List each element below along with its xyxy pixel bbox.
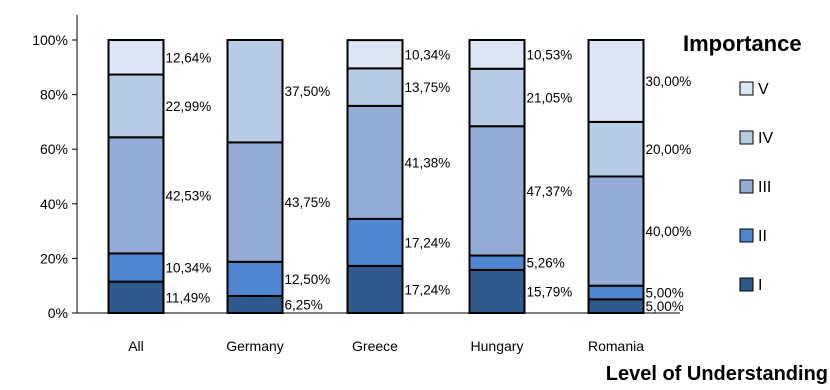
x-tick-label: Hungary bbox=[471, 338, 524, 354]
bar-segment-germany-ii bbox=[226, 260, 284, 297]
legend-label: II bbox=[758, 228, 767, 245]
bars bbox=[107, 39, 645, 315]
bar-segment-all-v bbox=[107, 39, 165, 76]
data-label: 10,34% bbox=[405, 47, 451, 62]
bar-segment-hungary-iii bbox=[468, 125, 526, 257]
data-label: 5,00% bbox=[646, 299, 684, 314]
bar-segment-hungary-v bbox=[468, 39, 526, 70]
data-label: 21,05% bbox=[527, 90, 573, 105]
data-label: 30,00% bbox=[646, 74, 692, 89]
bar-segment-greece-v bbox=[346, 39, 404, 70]
bar-segment-greece-ii bbox=[346, 217, 404, 267]
data-label: 12,50% bbox=[285, 272, 331, 287]
data-label: 37,50% bbox=[285, 84, 331, 99]
bar-segment-hungary-i bbox=[468, 268, 526, 315]
bar-segment-hungary-ii bbox=[468, 254, 526, 271]
y-tick-label: 60% bbox=[40, 141, 68, 157]
bar-segment-germany-i bbox=[226, 294, 284, 314]
y-tick-label: 20% bbox=[40, 250, 68, 266]
bar-segment-all-ii bbox=[107, 252, 165, 283]
bar-segment-greece-i bbox=[346, 264, 404, 315]
y-tick-label: 40% bbox=[40, 196, 68, 212]
axes: 0% 20% 40% 60% 80% 100% bbox=[32, 15, 680, 321]
bar-segment-romania-iv bbox=[587, 120, 645, 178]
legend-swatch bbox=[739, 228, 754, 243]
data-label: 17,24% bbox=[405, 235, 451, 250]
data-label: 41,38% bbox=[405, 155, 451, 170]
bar-segment-all-iii bbox=[107, 136, 165, 255]
bar-segment-germany-iv bbox=[226, 39, 284, 144]
y-tick-label: 80% bbox=[40, 87, 68, 103]
x-tick-label: Germany bbox=[226, 338, 284, 354]
legend-label: V bbox=[758, 81, 769, 98]
data-label: 12,64% bbox=[166, 50, 212, 65]
bar-segment-romania-i bbox=[587, 298, 645, 315]
legend-title: Importance bbox=[683, 31, 802, 56]
legend-swatch bbox=[739, 179, 754, 194]
data-label: 40,00% bbox=[646, 224, 692, 239]
bar-segment-hungary-iv bbox=[468, 67, 526, 128]
data-label: 17,24% bbox=[405, 282, 451, 297]
data-label: 10,53% bbox=[527, 47, 573, 62]
x-tick-label: Romania bbox=[588, 338, 644, 354]
legend-label: III bbox=[758, 179, 771, 196]
bar-segment-all-i bbox=[107, 280, 165, 314]
x-axis-title: Level of Understanding bbox=[606, 363, 828, 385]
data-label: 5,00% bbox=[646, 286, 684, 301]
bar-segment-romania-ii bbox=[587, 284, 645, 301]
data-label: 20,00% bbox=[646, 142, 692, 157]
bar-segment-romania-iii bbox=[587, 175, 645, 287]
data-label: 5,26% bbox=[527, 256, 565, 271]
category-labels: All Germany Greece Hungary Romania bbox=[128, 338, 644, 354]
x-tick-label: All bbox=[128, 338, 144, 354]
bar-segment-all-iv bbox=[107, 73, 165, 139]
data-label: 13,75% bbox=[405, 80, 451, 95]
bar-segment-greece-iii bbox=[346, 104, 404, 220]
data-label: 42,53% bbox=[166, 188, 212, 203]
legend-label: IV bbox=[758, 130, 773, 147]
y-tick-label: 0% bbox=[48, 305, 68, 321]
data-labels: 11,49% 10,34% 42,53% 22,99% 12,64% 6,25% 12,50… bbox=[166, 47, 692, 314]
data-label: 43,75% bbox=[285, 195, 331, 210]
data-label: 22,99% bbox=[166, 99, 212, 114]
bar-segment-greece-iv bbox=[346, 67, 404, 107]
data-label: 10,34% bbox=[166, 261, 212, 276]
bar-segment-germany-iii bbox=[226, 141, 284, 263]
data-label: 15,79% bbox=[527, 284, 573, 299]
data-label: 6,25% bbox=[285, 297, 323, 312]
data-label: 11,49% bbox=[166, 290, 211, 305]
legend-label: I bbox=[758, 277, 762, 294]
legend-swatch bbox=[739, 81, 754, 96]
x-tick-label: Greece bbox=[352, 338, 398, 354]
y-tick-label: 100% bbox=[32, 32, 68, 48]
legend-swatch bbox=[739, 277, 754, 292]
legend-swatch bbox=[739, 130, 754, 145]
data-label: 47,37% bbox=[527, 184, 573, 199]
bar-segment-romania-v bbox=[587, 39, 645, 123]
